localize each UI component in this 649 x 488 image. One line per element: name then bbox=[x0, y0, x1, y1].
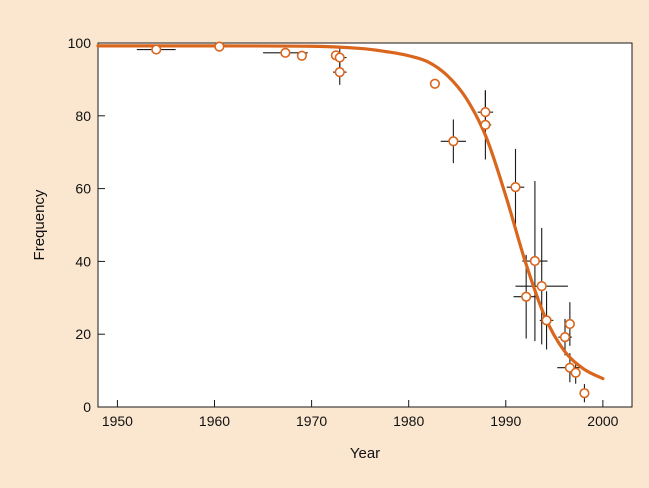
data-point bbox=[570, 367, 581, 378]
x-tick-label: 1990 bbox=[490, 413, 521, 429]
x-axis-label: Year bbox=[350, 445, 380, 462]
x-tick-label: 1980 bbox=[393, 413, 424, 429]
fit-curve bbox=[96, 44, 605, 381]
axis-ticks: 1950 1960 1970 1980 1990 2000 0 20 40 60 80 100 bbox=[68, 35, 619, 429]
y-axis-label: Frequency bbox=[31, 189, 48, 260]
data-point bbox=[529, 255, 541, 267]
x-tick-label: 1970 bbox=[296, 413, 327, 429]
data-point bbox=[480, 107, 491, 118]
y-tick-label: 60 bbox=[75, 181, 91, 197]
x-tick-label: 2000 bbox=[587, 413, 618, 429]
data-point bbox=[579, 388, 590, 399]
y-tick-label: 40 bbox=[75, 253, 91, 269]
y-tick-label: 80 bbox=[75, 108, 91, 124]
y-tick-label: 100 bbox=[68, 35, 92, 51]
data-point bbox=[334, 52, 345, 63]
data-point bbox=[334, 67, 345, 78]
data-point bbox=[541, 315, 552, 326]
data-point bbox=[510, 182, 521, 193]
data-point bbox=[214, 41, 225, 52]
data-point bbox=[151, 44, 162, 55]
plot-area bbox=[97, 42, 633, 408]
x-tick-label: 1960 bbox=[199, 413, 230, 429]
data-point bbox=[280, 47, 291, 58]
data-point bbox=[429, 78, 441, 89]
data-point bbox=[521, 291, 532, 302]
data-point bbox=[448, 136, 459, 147]
y-tick-label: 20 bbox=[75, 326, 91, 342]
data-point bbox=[296, 50, 307, 61]
y-tick-label: 0 bbox=[83, 399, 91, 415]
data-point bbox=[559, 332, 571, 343]
data-points bbox=[151, 41, 590, 399]
data-point bbox=[536, 281, 547, 292]
x-tick-label: 1950 bbox=[102, 413, 133, 429]
data-point bbox=[480, 119, 491, 130]
data-point bbox=[564, 318, 575, 330]
